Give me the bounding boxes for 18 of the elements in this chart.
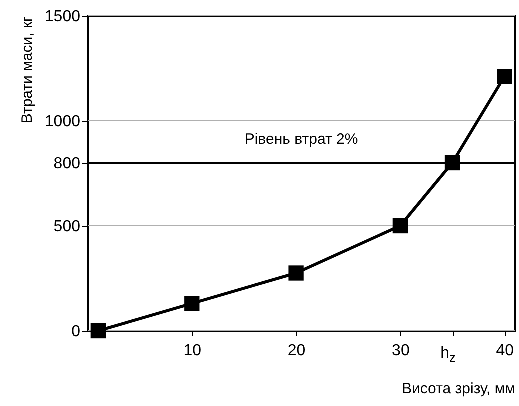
point <box>444 155 460 171</box>
y-axis-title: Втрати маси, кг <box>18 16 36 124</box>
x-tick-label: 30 <box>392 342 410 360</box>
y-tick-label: 500 <box>54 218 81 236</box>
point <box>90 323 106 339</box>
y-tick-label: 0 <box>72 324 81 340</box>
y-tick-label: 1000 <box>44 114 81 130</box>
x-tick-label: 20 <box>288 342 306 360</box>
point <box>497 69 512 84</box>
x-tick-label: 10 <box>184 342 202 360</box>
point <box>392 218 408 234</box>
x-tick-label: 40 <box>496 342 514 360</box>
y-tick-label: 800 <box>54 156 81 172</box>
y-tick-label: 1500 <box>44 8 81 26</box>
point <box>184 296 200 312</box>
ref-line-label: Рівень втрат 2% <box>244 131 358 148</box>
x-axis-title: Висота зрізу, мм <box>402 380 516 398</box>
point <box>288 266 304 281</box>
